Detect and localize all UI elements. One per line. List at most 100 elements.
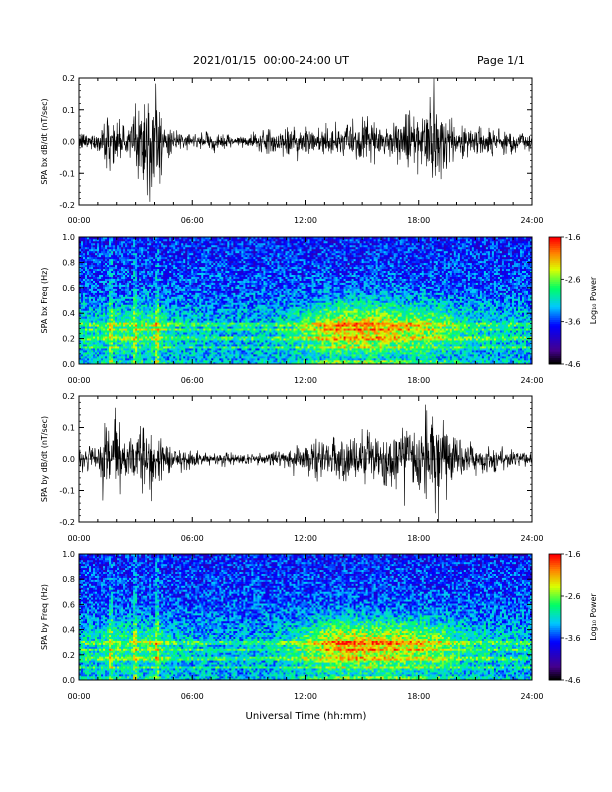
- spectrogram-cell: [145, 352, 147, 354]
- spectrogram-cell: [205, 322, 207, 324]
- spectrogram-cell: [223, 326, 225, 328]
- spectrogram-cell: [131, 316, 133, 318]
- spectrogram-cell: [163, 271, 165, 273]
- spectrogram-cell: [187, 279, 189, 281]
- spectrogram-cell: [119, 328, 121, 330]
- spectrogram-cell: [85, 348, 87, 350]
- spectrogram-cell: [161, 269, 163, 271]
- spectrogram-cell: [161, 257, 163, 259]
- spectrogram-cell: [111, 326, 113, 328]
- spectrogram-cell: [89, 299, 91, 301]
- spectrogram-cell: [217, 265, 219, 267]
- spectrogram-cell: [153, 318, 155, 320]
- spectrogram-cell: [213, 330, 215, 332]
- spectrogram-cell: [199, 302, 201, 304]
- spectrogram-cell: [207, 277, 209, 279]
- spectrogram-cell: [209, 332, 211, 334]
- spectrogram-cell: [217, 348, 219, 350]
- spectrogram-cell: [125, 279, 127, 281]
- spectrogram-cell: [199, 273, 201, 275]
- spectrogram-cell: [227, 289, 229, 291]
- spectrogram-cell: [191, 255, 193, 257]
- spectrogram-cell: [197, 346, 199, 348]
- spectrogram-cell: [113, 320, 115, 322]
- spectrogram-cell: [225, 316, 227, 318]
- spectrogram-cell: [221, 330, 223, 332]
- spectrogram-cell: [221, 285, 223, 287]
- spectrogram-cell: [109, 340, 111, 342]
- spectrogram-cell: [223, 267, 225, 269]
- spectrogram-cell: [229, 269, 231, 271]
- spectrogram-cell: [165, 328, 167, 330]
- spectrogram-cell: [151, 289, 153, 291]
- spectrogram-cell: [121, 350, 123, 352]
- spectrogram-cell: [159, 304, 161, 306]
- spectrogram-cell: [207, 291, 209, 293]
- spectrogram-cell: [153, 308, 155, 310]
- spectrogram-cell: [157, 265, 159, 267]
- spectrogram-cell: [83, 239, 85, 241]
- spectrogram-cell: [197, 306, 199, 308]
- spectrogram-cell: [133, 356, 135, 358]
- spectrogram-cell: [107, 269, 109, 271]
- spectrogram-cell: [181, 295, 183, 297]
- spectrogram-cell: [107, 338, 109, 340]
- spectrogram-cell: [151, 285, 153, 287]
- spectrogram-cell: [179, 308, 181, 310]
- spectrogram-cell: [227, 356, 229, 358]
- spectrogram-cell: [129, 322, 131, 324]
- spectrogram-cell: [205, 261, 207, 263]
- spectrogram-cell: [119, 275, 121, 277]
- spectrogram-cell: [197, 318, 199, 320]
- spectrogram-cell: [151, 299, 153, 301]
- spectrogram-cell: [143, 360, 145, 362]
- spectrogram-cell: [133, 275, 135, 277]
- spectrogram-cell: [185, 314, 187, 316]
- spectrogram-cell: [159, 308, 161, 310]
- spectrogram-cell: [87, 344, 89, 346]
- spectrogram-cell: [209, 241, 211, 243]
- spectrogram-cell: [129, 259, 131, 261]
- spectrogram-cell: [191, 348, 193, 350]
- spectrogram-cell: [209, 324, 211, 326]
- spectrogram-cell: [85, 293, 87, 295]
- spectrogram-cell: [101, 302, 103, 304]
- spectrogram-cell: [215, 291, 217, 293]
- spectrogram-cell: [137, 358, 139, 360]
- spectrogram-cell: [131, 324, 133, 326]
- y-tick-label: 0.0: [62, 138, 75, 147]
- spectrogram-cell: [185, 342, 187, 344]
- spectrogram-cell: [105, 279, 107, 281]
- spectrogram-cell: [151, 356, 153, 358]
- spectrogram-cell: [129, 291, 131, 293]
- spectrogram-cell: [195, 269, 197, 271]
- spectrogram-cell: [163, 316, 165, 318]
- spectrogram-cell: [221, 281, 223, 283]
- spectrogram-cell: [121, 277, 123, 279]
- y-tick-label: -0.2: [59, 201, 75, 210]
- spectrogram-cell: [171, 304, 173, 306]
- spectrogram-cell: [159, 344, 161, 346]
- spectrogram-cell: [179, 320, 181, 322]
- spectrogram-cell: [221, 308, 223, 310]
- spectrogram-cell: [149, 322, 151, 324]
- spectrogram-cell: [181, 320, 183, 322]
- spectrogram-cell: [147, 261, 149, 263]
- spectrogram-cell: [121, 269, 123, 271]
- spectrogram-cell: [153, 271, 155, 273]
- spectrogram-cell: [203, 253, 205, 255]
- spectrogram-cell: [187, 356, 189, 358]
- spectrogram-cell: [213, 326, 215, 328]
- spectrogram-cell: [83, 360, 85, 362]
- spectrogram-cell: [215, 336, 217, 338]
- spectrogram-cell: [171, 336, 173, 338]
- spectrogram-cell: [157, 312, 159, 314]
- spectrogram-cell: [175, 245, 177, 247]
- spectrogram-cell: [197, 334, 199, 336]
- spectrogram-cell: [193, 291, 195, 293]
- spectrogram-cell: [163, 245, 165, 247]
- spectrogram-cell: [143, 285, 145, 287]
- spectrogram-cell: [113, 338, 115, 340]
- spectrogram-cell: [203, 332, 205, 334]
- spectrogram-cell: [139, 306, 141, 308]
